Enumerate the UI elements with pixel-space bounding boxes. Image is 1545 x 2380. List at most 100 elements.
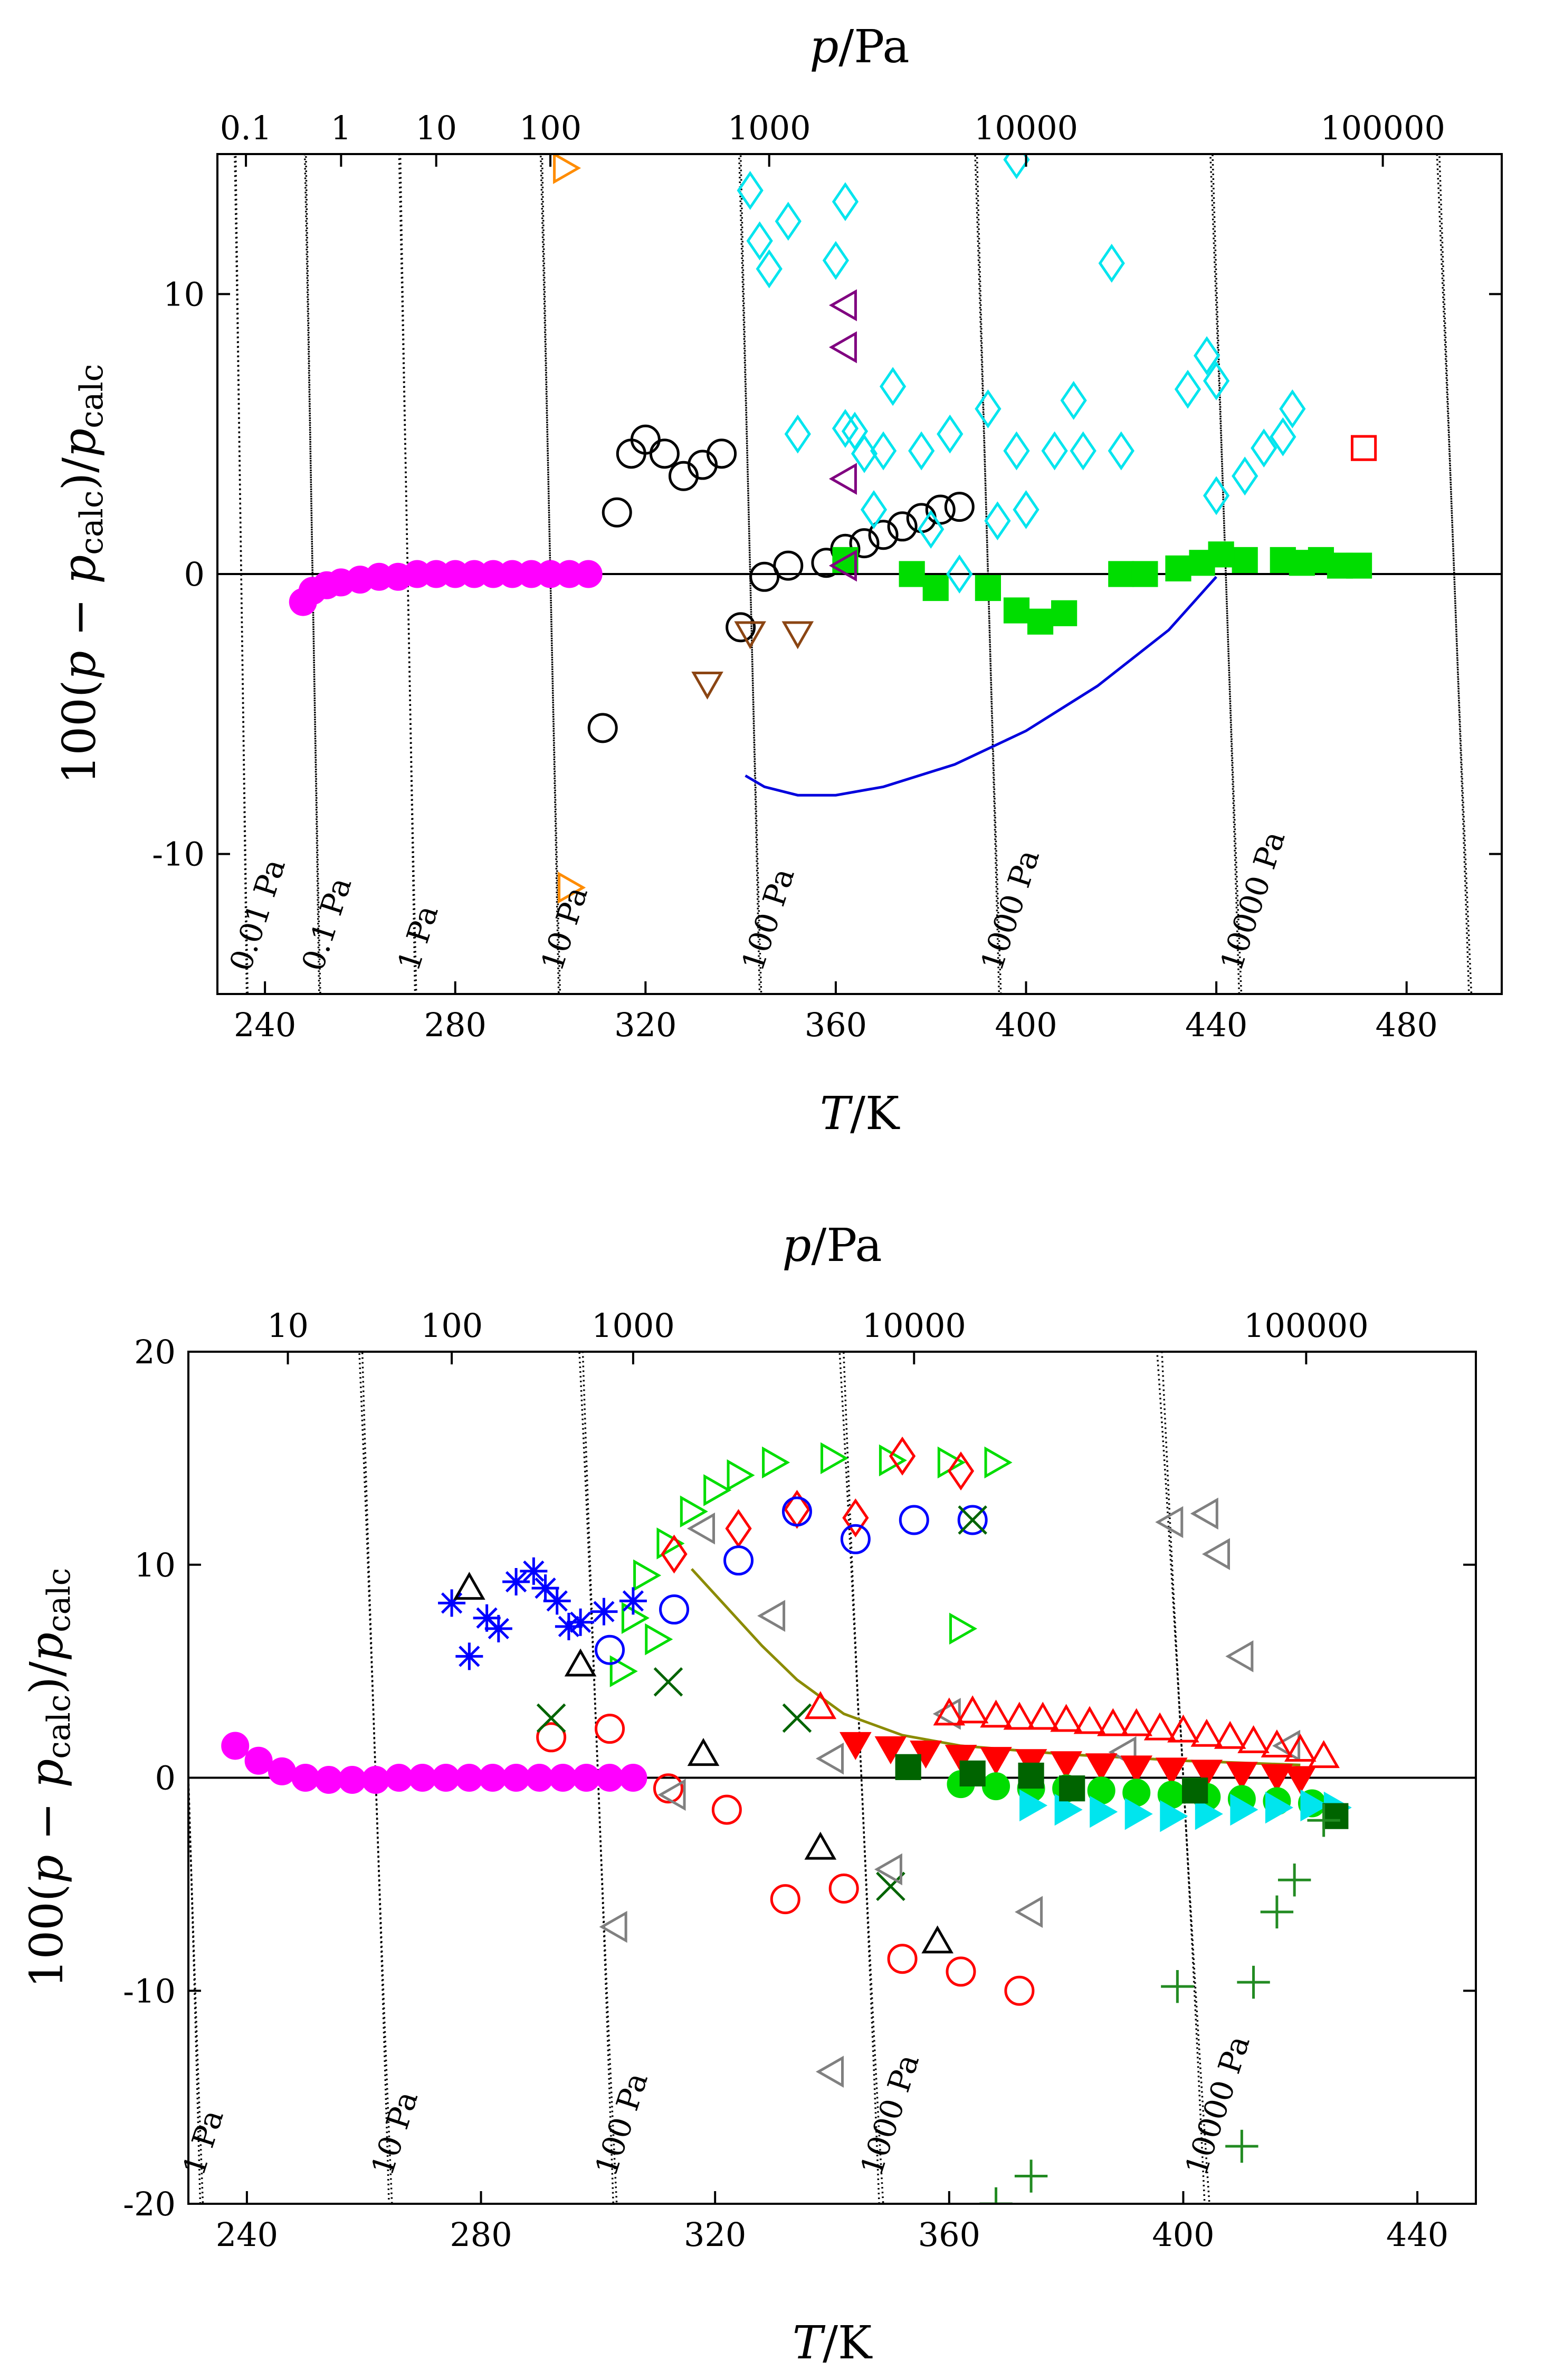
data-point-s0-p15: [572, 1764, 600, 1792]
data-point-s12-p2: [1090, 1795, 1118, 1828]
data-point-s10-p6: [1050, 1751, 1082, 1780]
data-point-s4-p1: [828, 331, 857, 364]
data-point-s2-p0: [661, 1534, 688, 1574]
data-point-s10-p7: [1085, 1753, 1118, 1782]
contour-label: 100 Pa: [588, 2068, 655, 2180]
x-tick-label: 320: [614, 1006, 676, 1044]
data-point-s6-p1: [595, 1714, 625, 1744]
top-tick-label: 10000: [862, 1306, 966, 1345]
data-point-s6-p7: [946, 1956, 976, 1987]
data-point-s13-p1: [959, 1760, 986, 1787]
data-point-s3-p2: [723, 1545, 754, 1576]
data-point-s3-p14: [918, 510, 945, 549]
data-point-s14-p4: [1260, 1895, 1294, 1929]
top-tick-label: 1: [331, 109, 351, 147]
chart-top-ticks: 240 280 320 360 400 440 480 -10 0 10 0.1 1 10 100 1000…: [152, 109, 1502, 1044]
data-point-s0-p1: [244, 1746, 273, 1775]
x-tick-label: 320: [684, 2215, 746, 2254]
chart-bottom-top-axis-title: p/Pa: [782, 1219, 882, 1272]
data-point-s9-p14: [1237, 1725, 1270, 1753]
top-tick-label: 10: [267, 1306, 309, 1345]
x-tick-label: 280: [450, 2215, 512, 2254]
data-point-s6-p3: [711, 1794, 742, 1825]
data-point-s3-p19: [1003, 154, 1030, 179]
chart-bottom-curve: [690, 1568, 1301, 1766]
data-point-s3-p1: [746, 221, 773, 261]
data-point-s2-p7: [1108, 561, 1134, 587]
data-point-s6-p2: [653, 1773, 683, 1804]
top-tick-label: 1000: [728, 109, 811, 147]
data-point-s12-p4: [1160, 1800, 1188, 1832]
data-point-s2-p3: [975, 575, 1002, 601]
chart-bottom-y-axis-title: 100(p − pcalc)/pcalc: [21, 1568, 78, 1989]
contour-label: 10 Pa: [364, 2087, 425, 2180]
data-point-s13-p5: [1322, 1803, 1349, 1829]
chart-bottom-contour-labels: 1 Pa 10 Pa 100 Pa 1000 Pa 10000 Pa: [176, 2031, 1257, 2180]
data-point-s10-p12: [1261, 1764, 1293, 1792]
data-point-s0-p13: [525, 1764, 554, 1792]
data-point-s0-p10: [455, 1764, 483, 1792]
data-point-s7-p0: [1350, 435, 1377, 461]
chart-top-markers: [289, 154, 1377, 904]
data-point-s1-p4: [649, 438, 680, 469]
data-point-s10-p11: [1226, 1762, 1258, 1790]
data-point-s4-p10: [590, 1598, 618, 1626]
data-point-s4-p8: [555, 1612, 583, 1640]
data-point-s1-p1: [602, 497, 632, 528]
y-tick-label: 0: [184, 555, 205, 594]
data-point-s5-p1: [564, 1648, 597, 1677]
data-point-s3-p24: [1070, 431, 1096, 471]
data-point-s9-p11: [1167, 1714, 1199, 1743]
data-point-s2-p12: [1232, 547, 1258, 574]
correlation-curve-olive: [690, 1568, 1301, 1766]
data-point-s5-p0: [453, 1572, 485, 1600]
y-tick-label: 10: [163, 275, 205, 313]
data-point-s10-p9: [1155, 1757, 1188, 1786]
data-point-s3-p26: [1108, 431, 1134, 471]
data-point-s14-p5: [1277, 1863, 1311, 1897]
data-point-s0-p16: [596, 1764, 624, 1792]
data-point-s4-p9: [567, 1608, 595, 1636]
data-point-s3-p4: [784, 414, 811, 454]
data-point-s3-p23: [1060, 381, 1087, 420]
data-point-s2-p2: [922, 575, 949, 601]
data-point-s8-p5: [874, 1853, 902, 1886]
data-point-s8-p7: [1015, 1896, 1043, 1928]
y-tick-label: 20: [134, 1333, 176, 1371]
data-point-s10-p0: [840, 1732, 872, 1760]
chart-top: 240 280 320 360 400 440 480 -10 0 10 0.1 1 10 100 1000…: [53, 21, 1503, 1140]
data-point-s3-p0: [737, 171, 764, 210]
data-point-s8-p3: [757, 1600, 786, 1632]
data-point-s6-p0: [553, 154, 581, 184]
chart-bottom-x-axis-title: T/K: [793, 2317, 873, 2369]
contour-label: 1000 Pa: [853, 2050, 926, 2180]
data-point-s8-p1: [657, 1779, 686, 1811]
data-point-s1-p8: [726, 612, 756, 643]
chart-bottom-ticks: 240 280 320 360 400 440 -20 -10 0 10 20 10 100 1000 10…: [123, 1306, 1476, 2254]
data-point-s10-p3: [945, 1745, 977, 1773]
y-tick-label: -10: [152, 835, 205, 874]
data-point-s9-p8: [1097, 1708, 1129, 1736]
data-point-s11-p1: [982, 1772, 1010, 1801]
x-tick-label: 480: [1376, 1006, 1438, 1044]
data-point-s3-p27: [1174, 369, 1201, 409]
chart-bottom-markers: [221, 1436, 1352, 2204]
data-point-s14-p2: [1161, 1970, 1194, 2003]
data-point-s5-p2: [781, 621, 814, 649]
top-tick-label: 100: [421, 1306, 483, 1345]
data-point-s14-p6: [1225, 2129, 1258, 2163]
top-tick-label: 100000: [1320, 109, 1445, 147]
data-point-s3-p3: [775, 202, 802, 241]
data-point-s0-p4: [314, 1766, 343, 1794]
contour-label: 1 Pa: [176, 2105, 231, 2180]
correlation-curve-blue: [745, 576, 1217, 797]
data-point-s3-p11: [870, 431, 897, 471]
data-point-s1-p7: [762, 1446, 790, 1479]
data-point-s3-p0: [595, 1635, 625, 1665]
data-point-s8-p4: [815, 1742, 844, 1775]
data-point-s10-p2: [910, 1741, 942, 1769]
x-tick-label: 400: [1152, 2215, 1214, 2254]
x-tick-label: 240: [234, 1006, 296, 1044]
data-point-s1-p12: [949, 1612, 978, 1645]
top-tick-label: 100000: [1244, 1306, 1369, 1345]
